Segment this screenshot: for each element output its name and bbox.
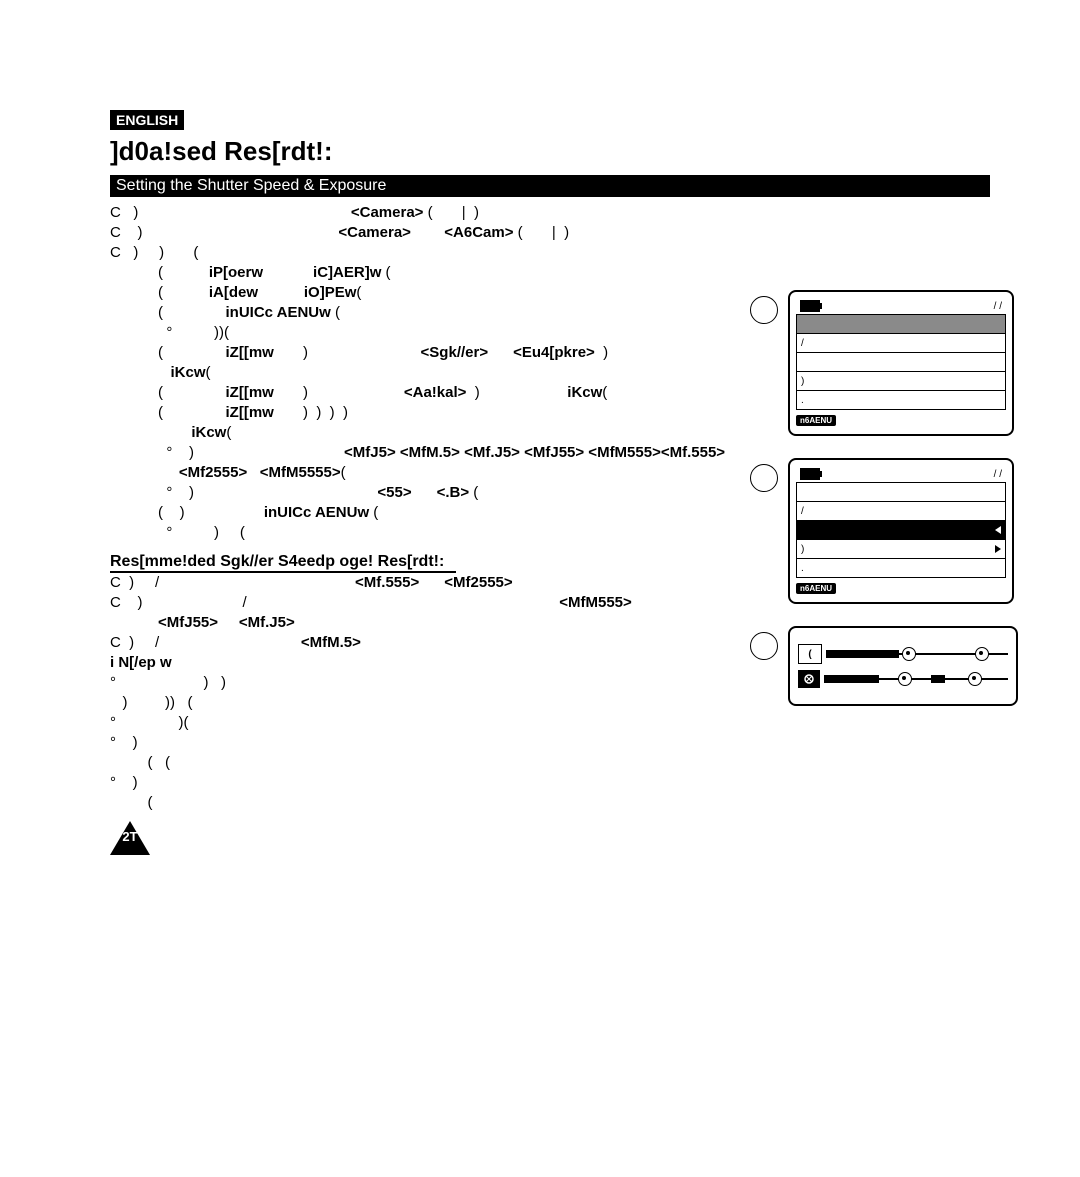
slider-1: ( <box>798 644 1008 664</box>
body-line: C ) <Camera> <A6Cam> ( | ) <box>110 223 990 243</box>
slider-2 <box>798 670 1008 688</box>
lcd-row <box>796 353 1006 372</box>
slider-panel: ( <box>788 626 1018 706</box>
body-line: ° ) <box>110 733 990 753</box>
lcd-screen-2: / / /). n6AENU <box>788 458 1014 604</box>
battery-icon <box>800 300 820 312</box>
body-line: C ) ) ( <box>110 243 990 263</box>
language-tag: ENGLISH <box>110 110 184 130</box>
lcd1-menu-pill: n6AENU <box>796 415 836 426</box>
body-line: ( iP[oerw iC]AER]w ( <box>110 263 990 283</box>
figure-marker-2 <box>750 464 778 492</box>
lcd-screen-1: / / /). n6AENU <box>788 290 1014 436</box>
lcd-row: . <box>796 391 1006 410</box>
lcd2-top-right: / / <box>994 469 1002 480</box>
lcd-row <box>796 521 1006 540</box>
page-number: 2T <box>110 829 150 844</box>
lcd-row: . <box>796 559 1006 578</box>
lcd-row <box>796 314 1006 334</box>
lcd-row: ) <box>796 372 1006 391</box>
slider-1-label: ( <box>798 644 822 664</box>
lcd2-menu-pill: n6AENU <box>796 583 836 594</box>
figure-2: / / /). n6AENU <box>750 458 1020 604</box>
body-line: ( ( <box>110 753 990 773</box>
lcd1-top-right: / / <box>994 301 1002 312</box>
page-number-badge: 2T <box>110 821 150 855</box>
body-line: ° ) <box>110 773 990 793</box>
lcd-row: / <box>796 334 1006 353</box>
lcd-row: ) <box>796 540 1006 559</box>
battery-icon <box>800 468 820 480</box>
figure-marker-1 <box>750 296 778 324</box>
body-line: C ) <Camera> ( | ) <box>110 203 990 223</box>
slider-2-label <box>798 670 820 688</box>
lcd-row <box>796 482 1006 502</box>
body-line: ( <box>110 793 990 813</box>
figure-1: / / /). n6AENU <box>750 290 1020 436</box>
section-heading: Setting the Shutter Speed & Exposure <box>110 175 990 197</box>
sub-heading: Res[mme!ded Sgk//er S4eedp oge! Res[rdt!… <box>110 553 456 573</box>
figure-marker-3 <box>750 632 778 660</box>
figures-column: / / /). n6AENU / / /). n6AENU ( <box>750 290 1020 728</box>
lcd-row: / <box>796 502 1006 521</box>
figure-3: ( <box>750 626 1020 706</box>
page-title: ]d0a!sed Res[rdt!: <box>110 136 990 167</box>
